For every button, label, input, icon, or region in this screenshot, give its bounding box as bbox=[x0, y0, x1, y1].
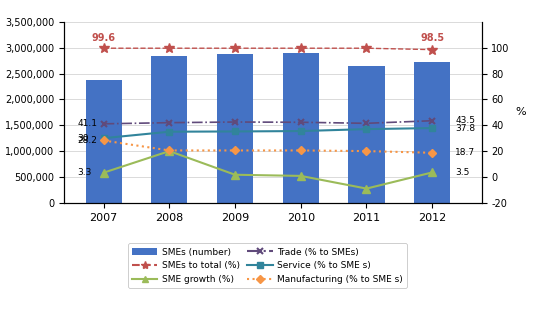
Text: 3.5: 3.5 bbox=[455, 168, 470, 177]
Bar bbox=[86, 80, 121, 203]
Text: 28.2: 28.2 bbox=[78, 136, 97, 145]
Bar bbox=[414, 62, 450, 203]
Legend: SMEs (number), SMEs to total (%), SME growth (%), Trade (% to SMEs), Service (% : SMEs (number), SMEs to total (%), SME gr… bbox=[128, 243, 407, 288]
Text: 18.7: 18.7 bbox=[455, 148, 475, 157]
Bar bbox=[282, 53, 319, 203]
Text: 43.5: 43.5 bbox=[455, 116, 475, 125]
Y-axis label: %: % bbox=[515, 107, 526, 117]
Bar bbox=[348, 66, 385, 203]
Bar bbox=[151, 56, 187, 203]
Text: 30: 30 bbox=[78, 134, 89, 143]
Bar bbox=[217, 54, 253, 203]
Text: 41.1: 41.1 bbox=[78, 119, 97, 128]
Text: 3.3: 3.3 bbox=[78, 168, 91, 177]
Text: 98.5: 98.5 bbox=[420, 32, 444, 42]
Text: 99.6: 99.6 bbox=[91, 32, 116, 42]
Text: 37.8: 37.8 bbox=[455, 124, 475, 133]
